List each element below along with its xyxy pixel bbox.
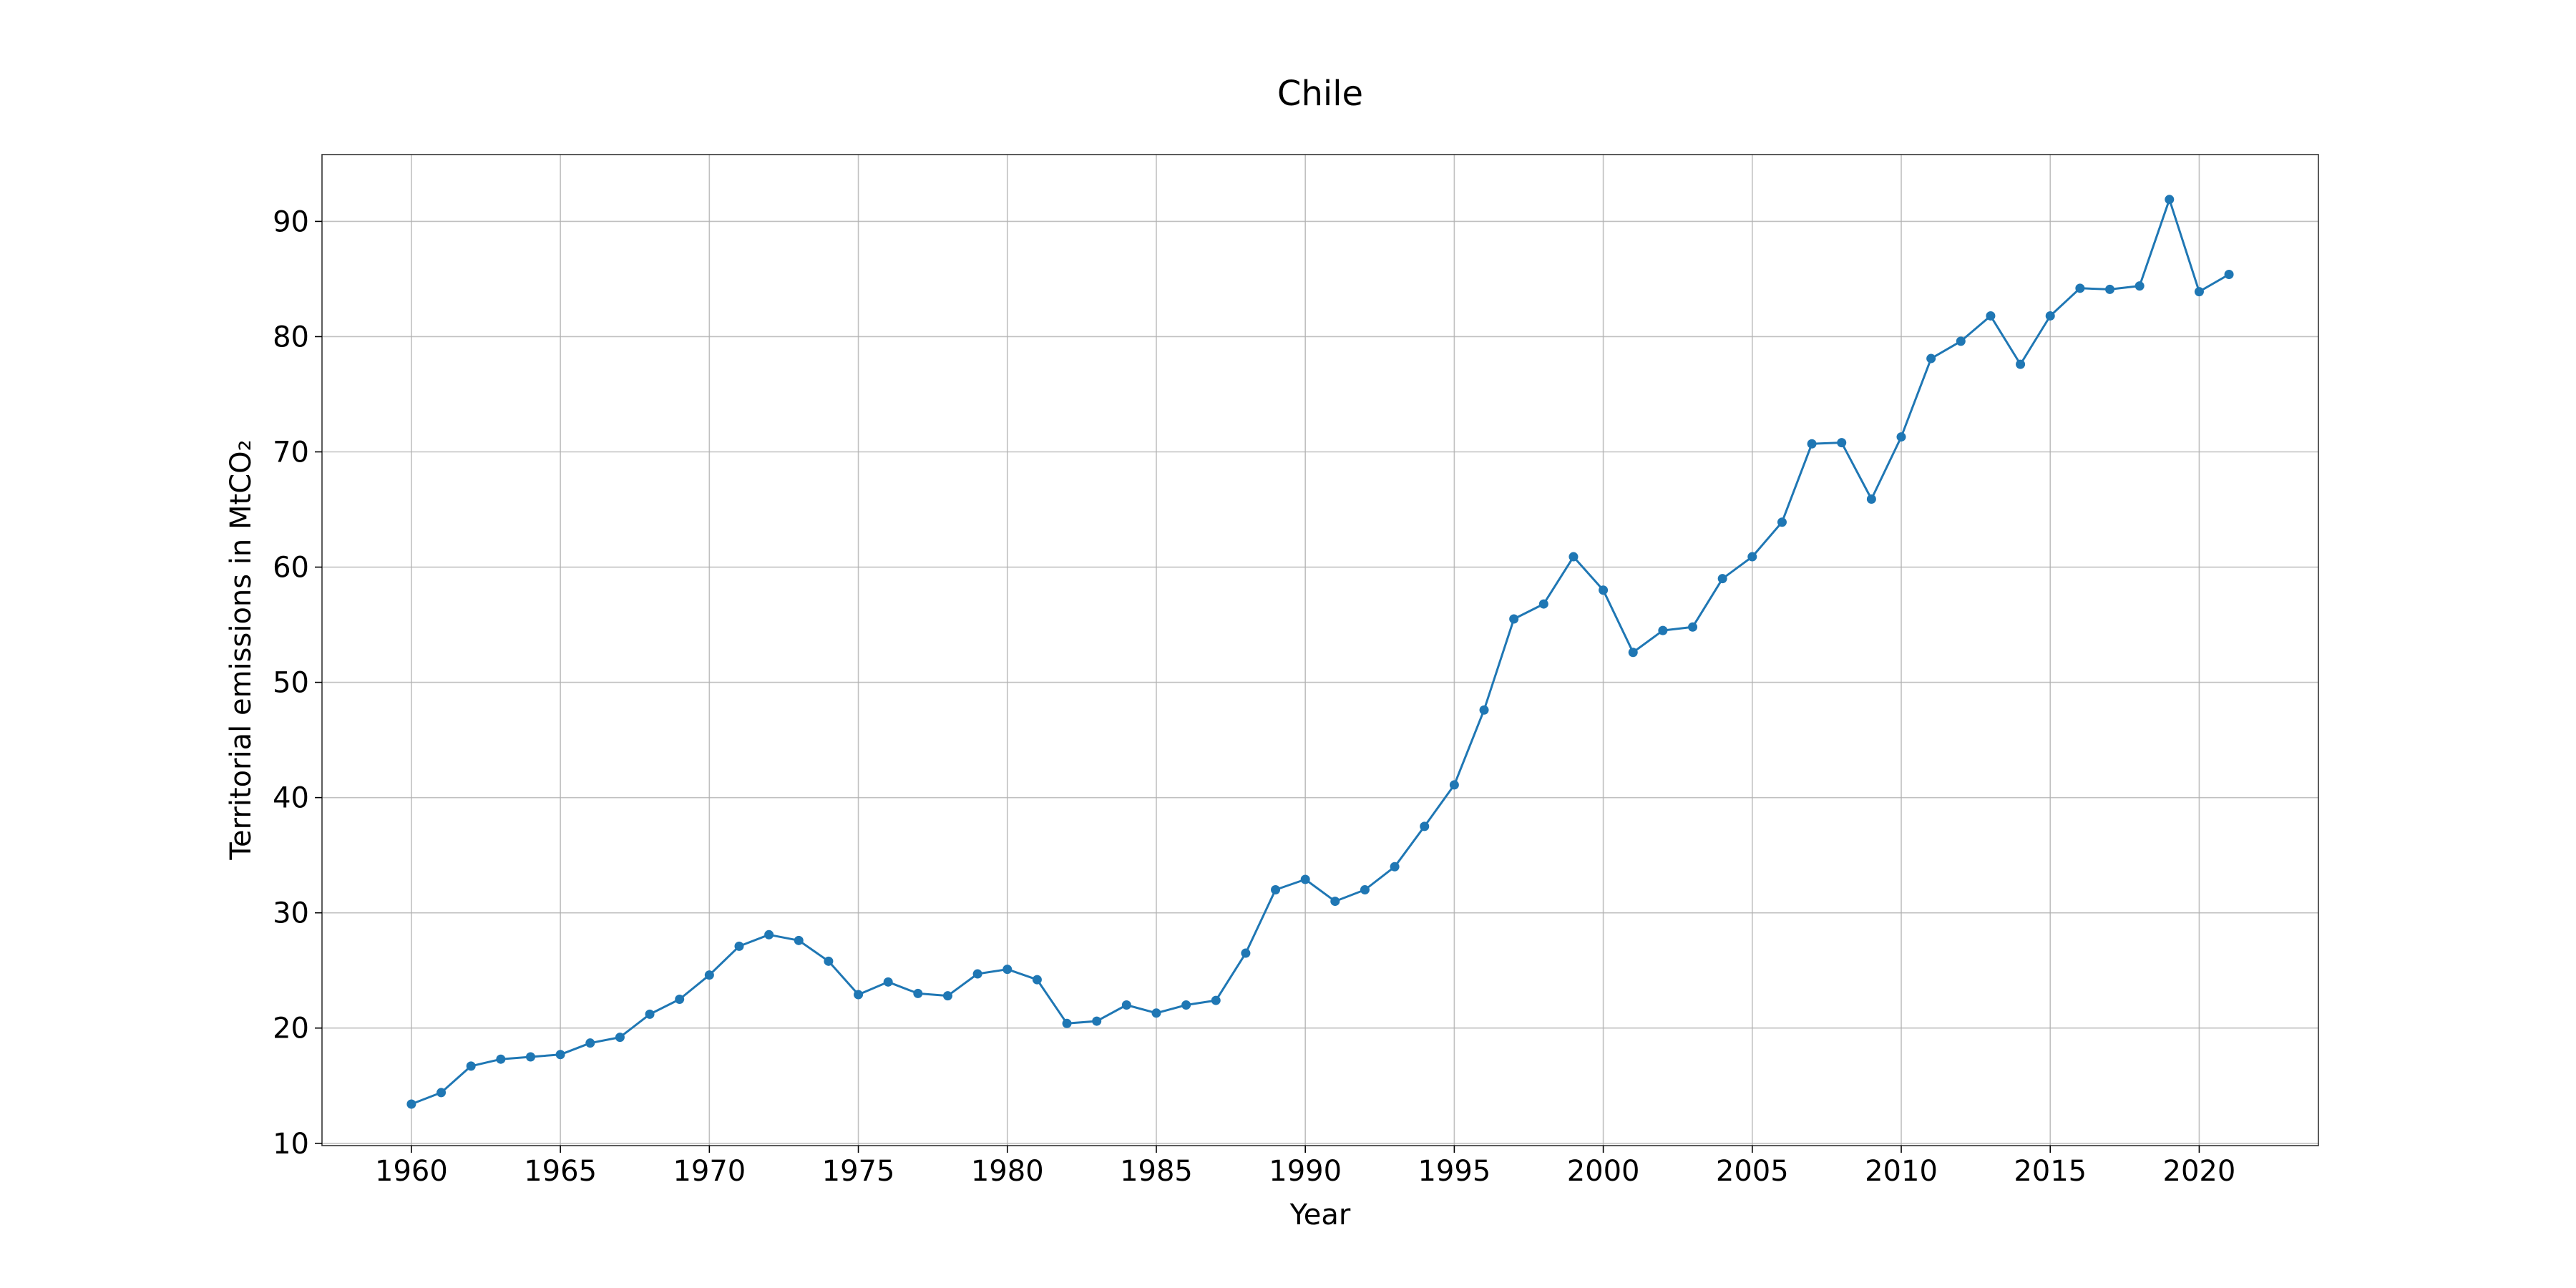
data-point bbox=[1390, 862, 1400, 872]
data-point bbox=[466, 1061, 476, 1071]
x-tick-label: 1970 bbox=[673, 1155, 746, 1188]
data-point bbox=[764, 930, 774, 940]
data-point bbox=[854, 990, 864, 1000]
data-point bbox=[704, 970, 714, 980]
y-axis-label: Territorial emissions in MtCO₂ bbox=[225, 439, 258, 860]
data-point bbox=[2075, 283, 2085, 293]
data-point bbox=[1420, 821, 1430, 831]
data-point bbox=[1479, 705, 1489, 715]
x-tick-label: 2020 bbox=[2163, 1155, 2236, 1188]
data-point bbox=[1181, 1000, 1191, 1010]
y-tick-label: 60 bbox=[273, 552, 309, 585]
data-point bbox=[824, 956, 834, 966]
data-point bbox=[2165, 195, 2175, 205]
x-tick-label: 1960 bbox=[375, 1155, 448, 1188]
data-point bbox=[615, 1033, 625, 1043]
data-point bbox=[883, 977, 893, 987]
data-point bbox=[1986, 311, 1996, 321]
data-point bbox=[675, 994, 685, 1004]
axis-ticks: 1960 1965 1970 1975 1980 1985 1990 1995 2000 2005… bbox=[273, 205, 2235, 1188]
y-tick-label: 10 bbox=[273, 1128, 309, 1161]
x-tick-label: 1980 bbox=[971, 1155, 1044, 1188]
x-tick-label: 1985 bbox=[1120, 1155, 1193, 1188]
x-tick-label: 2015 bbox=[2014, 1155, 2087, 1188]
data-point bbox=[1747, 552, 1757, 562]
data-point bbox=[436, 1088, 447, 1098]
data-point bbox=[1956, 336, 1966, 346]
data-point bbox=[2135, 281, 2145, 291]
data-point bbox=[1002, 965, 1013, 975]
chart-title: Chile bbox=[1277, 74, 1363, 114]
data-point bbox=[645, 1009, 655, 1019]
data-point bbox=[1360, 884, 1370, 894]
data-point bbox=[1151, 1008, 1161, 1018]
y-tick-label: 70 bbox=[273, 436, 309, 469]
data-point bbox=[1509, 614, 1519, 624]
x-tick-label: 2010 bbox=[1865, 1155, 1938, 1188]
data-point bbox=[1121, 1000, 1131, 1010]
x-tick-label: 1990 bbox=[1269, 1155, 1342, 1188]
data-point bbox=[2016, 359, 2026, 369]
x-tick-label: 2005 bbox=[1716, 1155, 1789, 1188]
data-point bbox=[555, 1050, 565, 1060]
y-tick-label: 20 bbox=[273, 1013, 309, 1045]
data-point bbox=[942, 991, 952, 1001]
data-point bbox=[1330, 897, 1340, 907]
data-point bbox=[2105, 284, 2115, 294]
data-point bbox=[525, 1052, 535, 1062]
data-point bbox=[1568, 552, 1579, 562]
y-tick-label: 90 bbox=[273, 205, 309, 238]
grid-lines bbox=[322, 155, 2318, 1146]
data-point bbox=[1300, 874, 1310, 884]
data-point bbox=[734, 941, 744, 951]
data-point bbox=[585, 1038, 595, 1048]
data-point bbox=[1658, 625, 1668, 635]
data-point bbox=[972, 969, 982, 979]
data-point bbox=[1837, 438, 1847, 448]
y-tick-label: 80 bbox=[273, 321, 309, 353]
data-point bbox=[1688, 622, 1698, 632]
data-point bbox=[2224, 269, 2234, 279]
data-point bbox=[1449, 780, 1459, 790]
x-axis-label: Year bbox=[1289, 1199, 1351, 1231]
x-tick-label: 1995 bbox=[1418, 1155, 1491, 1188]
plot-area-frame bbox=[321, 154, 2319, 1146]
x-tick-label: 2000 bbox=[1567, 1155, 1640, 1188]
data-point bbox=[1241, 948, 1251, 958]
series-point-layer bbox=[406, 195, 2234, 1109]
y-tick-label: 40 bbox=[273, 782, 309, 815]
data-point bbox=[1599, 585, 1609, 595]
data-point bbox=[1926, 353, 1936, 364]
data-point bbox=[496, 1054, 506, 1064]
data-point bbox=[1807, 439, 1817, 449]
data-point bbox=[1032, 975, 1042, 985]
data-point bbox=[1717, 574, 1727, 584]
series-line-layer bbox=[410, 198, 2230, 1106]
data-point bbox=[406, 1099, 416, 1109]
data-point bbox=[1538, 599, 1548, 609]
data-point bbox=[2194, 287, 2204, 297]
x-tick-label: 1975 bbox=[822, 1155, 895, 1188]
data-point bbox=[913, 988, 923, 998]
data-point bbox=[1896, 432, 1906, 442]
data-point bbox=[1271, 884, 1281, 894]
data-point bbox=[1777, 517, 1787, 527]
data-point bbox=[1628, 648, 1638, 658]
y-tick-label: 30 bbox=[273, 897, 309, 930]
data-point bbox=[1211, 995, 1221, 1005]
data-point bbox=[2045, 311, 2055, 321]
x-tick-label: 1965 bbox=[524, 1155, 597, 1188]
series-line bbox=[410, 198, 2230, 1106]
data-point bbox=[1866, 494, 1876, 504]
data-point bbox=[794, 935, 804, 945]
y-tick-label: 50 bbox=[273, 667, 309, 700]
data-point bbox=[1062, 1018, 1072, 1028]
data-point bbox=[1092, 1016, 1102, 1026]
